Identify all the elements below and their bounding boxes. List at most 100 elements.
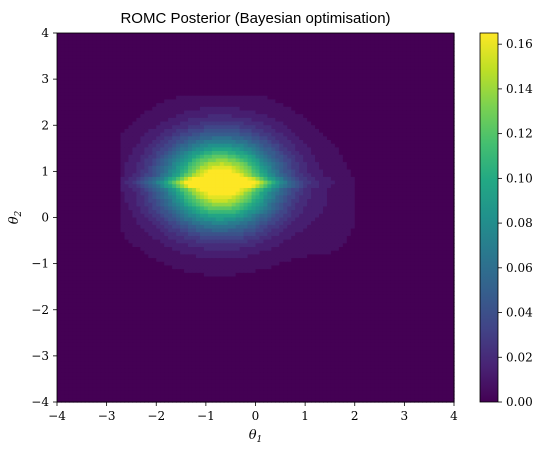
- contour-cell: [355, 92, 360, 96]
- contour-cell: [275, 214, 280, 218]
- contour-cell: [109, 162, 114, 166]
- contour-cell: [311, 144, 316, 148]
- contour-cell: [208, 173, 213, 177]
- contour-cell: [363, 192, 368, 196]
- contour-cell: [212, 85, 217, 89]
- contour-cell: [156, 147, 161, 151]
- contour-cell: [140, 199, 145, 203]
- contour-cell: [347, 37, 352, 41]
- contour-cell: [109, 96, 114, 100]
- contour-cell: [244, 96, 249, 100]
- contour-cell: [188, 114, 193, 118]
- contour-cell: [446, 125, 451, 129]
- contour-cell: [355, 66, 360, 70]
- contour-cell: [77, 40, 82, 44]
- contour-cell: [132, 88, 137, 92]
- contour-cell: [85, 70, 90, 74]
- contour-cell: [379, 184, 384, 188]
- contour-cell: [398, 85, 403, 89]
- contour-cell: [390, 136, 395, 140]
- contour-cell: [196, 66, 201, 70]
- contour-cell: [176, 63, 181, 67]
- contour-cell: [240, 40, 245, 44]
- contour-cell: [192, 81, 197, 85]
- contour-cell: [81, 107, 86, 111]
- contour-cell: [331, 122, 336, 126]
- contour-cell: [339, 103, 344, 107]
- contour-cell: [267, 122, 272, 126]
- contour-cell: [168, 170, 173, 174]
- contour-cell: [375, 114, 380, 118]
- contour-cell: [315, 40, 320, 44]
- contour-cell: [81, 48, 86, 52]
- contour-cell: [283, 88, 288, 92]
- contour-cell: [160, 136, 165, 140]
- contour-cell: [446, 199, 451, 203]
- contour-cell: [61, 151, 66, 155]
- contour-cell: [109, 70, 114, 74]
- contour-cell: [124, 66, 129, 70]
- contour-cell: [200, 133, 205, 137]
- contour-cell: [65, 192, 70, 196]
- contour-cell: [287, 147, 292, 151]
- contour-cell: [81, 85, 86, 89]
- contour-cell: [410, 181, 415, 185]
- contour-cell: [422, 122, 427, 126]
- contour-cell: [434, 125, 439, 129]
- contour-cell: [144, 214, 149, 218]
- contour-cell: [283, 166, 288, 170]
- contour-cell: [383, 173, 388, 177]
- contour-cell: [295, 66, 300, 70]
- contour-cell: [319, 206, 324, 210]
- contour-cell: [128, 147, 133, 151]
- contour-cell: [168, 99, 173, 103]
- contour-cell: [371, 66, 376, 70]
- contour-cell: [279, 114, 284, 118]
- contour-cell: [144, 136, 149, 140]
- contour-cell: [252, 74, 257, 78]
- contour-cell: [105, 51, 110, 55]
- contour-cell: [57, 166, 62, 170]
- contour-cell: [164, 199, 169, 203]
- contour-cell: [426, 203, 431, 207]
- contour-cell: [299, 66, 304, 70]
- contour-cell: [398, 170, 403, 174]
- contour-cell: [271, 188, 276, 192]
- contour-cell: [164, 122, 169, 126]
- contour-cell: [132, 129, 137, 133]
- contour-cell: [136, 170, 141, 174]
- contour-cell: [259, 63, 264, 67]
- contour-cell: [343, 166, 348, 170]
- contour-cell: [192, 44, 197, 48]
- contour-cell: [184, 166, 189, 170]
- contour-cell: [244, 162, 249, 166]
- contour-cell: [176, 144, 181, 148]
- contour-cell: [216, 74, 221, 78]
- contour-cell: [394, 188, 399, 192]
- contour-cell: [172, 51, 177, 55]
- contour-cell: [259, 40, 264, 44]
- contour-cell: [359, 55, 364, 59]
- contour-cell: [248, 170, 253, 174]
- contour-cell: [164, 66, 169, 70]
- contour-cell: [335, 96, 340, 100]
- contour-cell: [69, 70, 74, 74]
- contour-cell: [124, 110, 129, 114]
- contour-cell: [363, 144, 368, 148]
- contour-cell: [117, 107, 122, 111]
- contour-cell: [422, 59, 427, 63]
- contour-cell: [256, 192, 261, 196]
- contour-cell: [121, 74, 126, 78]
- contour-cell: [307, 63, 312, 67]
- contour-cell: [144, 144, 149, 148]
- contour-cell: [371, 144, 376, 148]
- contour-cell: [291, 66, 296, 70]
- contour-cell: [252, 44, 257, 48]
- contour-cell: [69, 129, 74, 133]
- contour-cell: [97, 192, 102, 196]
- contour-cell: [355, 177, 360, 181]
- contour-cell: [323, 110, 328, 114]
- contour-cell: [228, 147, 233, 151]
- contour-cell: [156, 66, 161, 70]
- contour-cell: [387, 118, 392, 122]
